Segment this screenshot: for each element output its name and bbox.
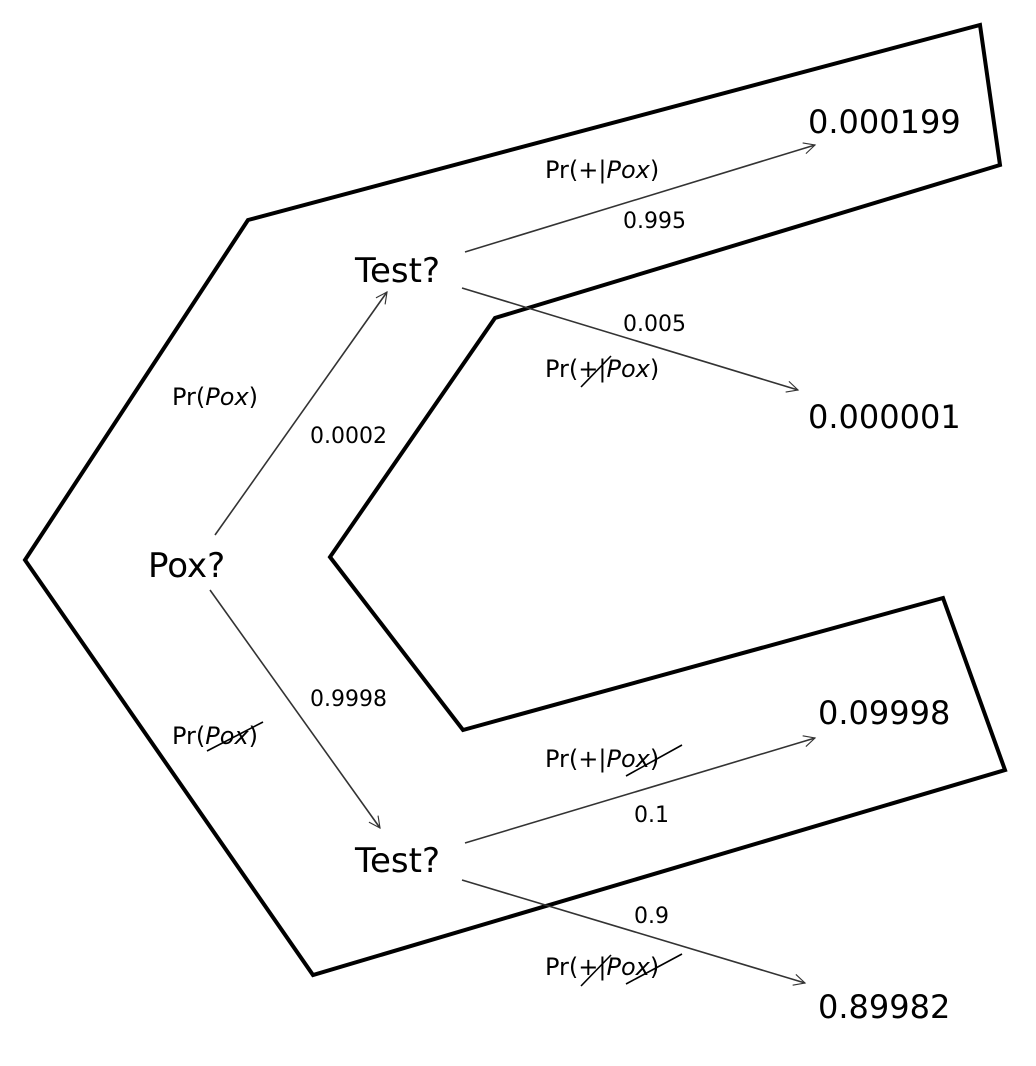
root-node-label: Pox? (148, 546, 225, 586)
test-node-bottom-label: Test? (354, 841, 440, 881)
edge-neg-given-pox (461, 287, 800, 393)
edge-pos-given-pox (464, 142, 817, 253)
edge-pox-label: Pr(Pox) (172, 383, 258, 411)
edge-neg-given-no-pox-prob: 0.9 (634, 904, 669, 929)
edge-pos-given-no-pox-label: Pr(+|Pox) (545, 745, 659, 773)
negation-slash (580, 954, 612, 987)
edge-pos-given-no-pox-prob: 0.1 (634, 803, 669, 828)
negation-slash (625, 953, 683, 985)
edge-pos-given-no-pox (464, 735, 817, 844)
edge-pox (214, 290, 388, 536)
leaf-no-pox-negative: 0.89982 (818, 988, 950, 1026)
edge-neg-given-no-pox (461, 879, 807, 986)
negation-slash (206, 721, 264, 752)
edge-no-pox-label: Pr(Pox) (172, 722, 258, 750)
edge-neg-given-pox-prob: 0.005 (623, 312, 686, 337)
edge-no-pox-prob: 0.9998 (310, 687, 387, 712)
edge-pos-given-pox-prob: 0.995 (623, 209, 686, 234)
leaf-pox-positive: 0.000199 (808, 103, 961, 141)
test-node-top-label: Test? (354, 251, 440, 291)
leaf-no-pox-positive: 0.09998 (818, 694, 950, 732)
highlight-outline (22, 22, 1008, 978)
negation-slash (580, 355, 612, 388)
edge-pos-given-pox-label: Pr(+|Pox) (545, 156, 659, 184)
edge-neg-given-pox-label: Pr(+|Pox) (545, 355, 659, 383)
edge-no-pox (209, 589, 381, 830)
edge-pox-prob: 0.0002 (310, 424, 387, 449)
leaf-pox-negative: 0.000001 (808, 398, 961, 436)
negation-slash (625, 744, 683, 777)
edge-neg-given-no-pox-label: Pr(+|Pox) (545, 953, 659, 981)
